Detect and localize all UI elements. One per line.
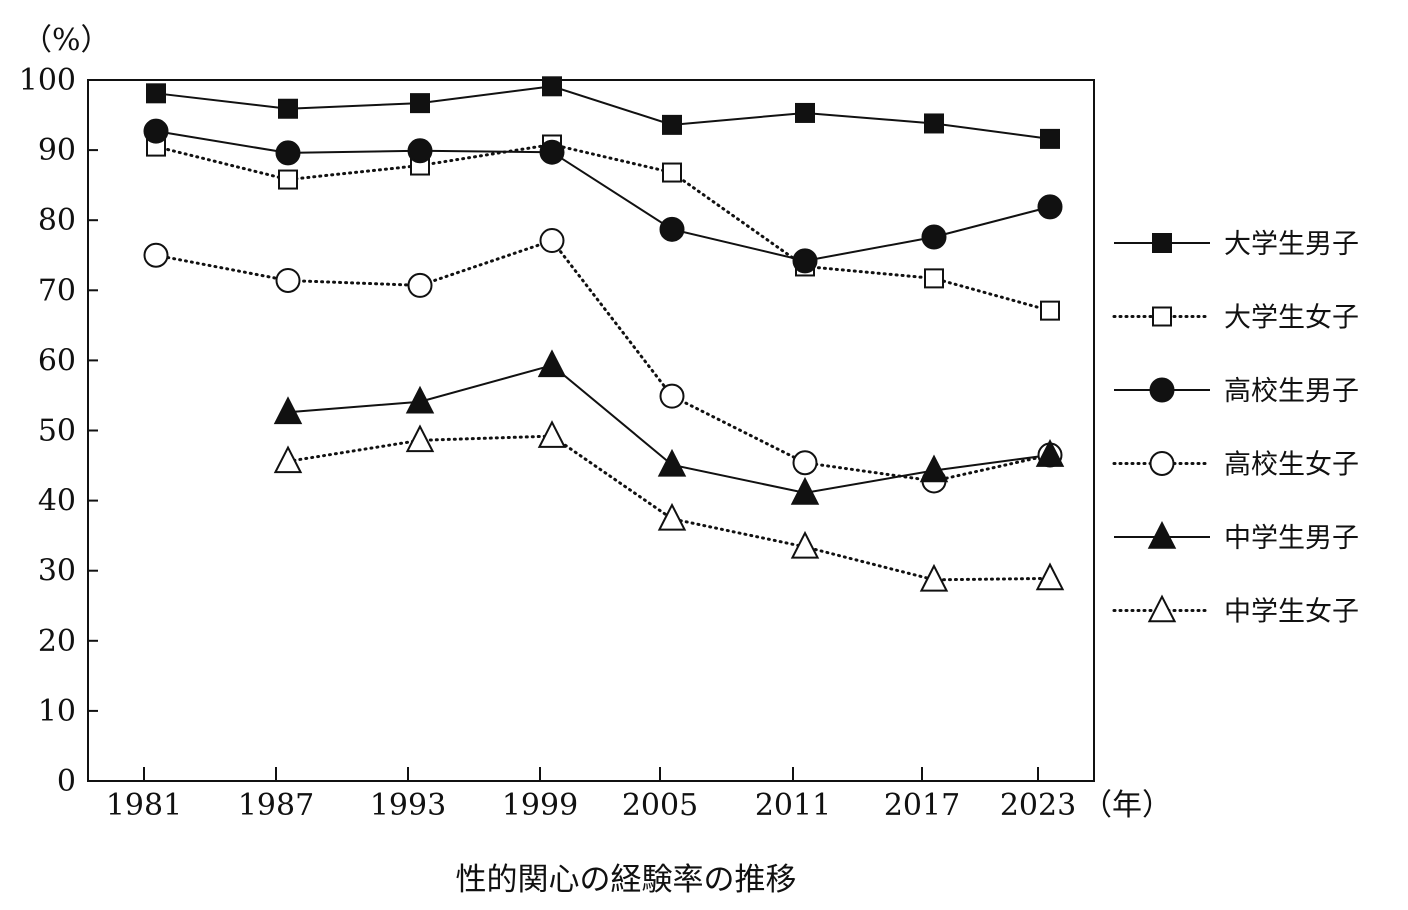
series-2-point: [662, 162, 682, 183]
chart-title: 性的関心の経験率の推移: [456, 862, 797, 898]
series-1-point: [542, 76, 562, 97]
series-6-point: [1035, 562, 1065, 591]
x-tick-label: 1987: [238, 788, 314, 823]
series-1-point: [1040, 128, 1060, 149]
plot-frame: [87, 79, 1095, 782]
x-tick-label: 2005: [622, 788, 698, 823]
legend-marker: [1152, 233, 1172, 253]
series-4-line: [154, 238, 1052, 483]
series-3-line: [155, 130, 1051, 262]
legend-label: 高校生男子: [1224, 376, 1359, 407]
series-1-point: [924, 113, 944, 134]
x-axis-unit-label: （年）: [1082, 788, 1172, 823]
legend-marker: [1149, 377, 1175, 403]
x-tick-label: 1981: [106, 788, 182, 823]
series-1-point: [410, 93, 430, 114]
legend-marker: [1147, 521, 1177, 549]
y-tick-label: 80: [38, 203, 76, 238]
series-2-line: [154, 142, 1052, 313]
y-tick-label: 90: [38, 133, 76, 168]
series-3-point: [407, 138, 433, 164]
series-2-point: [1040, 300, 1060, 321]
legend-label: 高校生女子: [1224, 450, 1359, 481]
y-tick-label: 30: [38, 554, 76, 589]
series-3-point: [659, 216, 685, 242]
x-tick-label: 2017: [884, 788, 960, 823]
y-axis-unit-label: （%）: [22, 23, 111, 58]
y-tick-label: 0: [57, 764, 76, 799]
chart-series-markers: [143, 76, 1065, 592]
y-tick-label: 20: [38, 624, 76, 659]
y-tick-label: 100: [19, 63, 76, 98]
series-4-point: [275, 267, 301, 293]
x-tick-label: 2011: [755, 788, 831, 823]
y-tick-label: 40: [38, 484, 76, 519]
series-4-point: [407, 272, 433, 298]
series-1-point: [662, 114, 682, 135]
x-tick-label: 1993: [370, 788, 446, 823]
series-1-point: [278, 98, 298, 119]
series-6-point: [919, 563, 949, 592]
legend-label: 中学生男子: [1224, 523, 1359, 554]
series-5-point: [790, 476, 820, 505]
series-3-point: [792, 248, 818, 274]
series-6-point: [405, 424, 435, 453]
legend-marker: [1149, 451, 1175, 476]
series-2-point: [924, 268, 944, 289]
legend-marker: [1147, 594, 1177, 623]
series-5-point: [657, 448, 687, 477]
legend-label: 大学生女子: [1224, 303, 1359, 334]
series-4-point: [659, 383, 685, 409]
series-5-point: [1035, 439, 1065, 467]
series-5-point: [537, 349, 567, 378]
y-tick-label: 10: [38, 694, 76, 729]
y-tick-label: 60: [38, 343, 76, 378]
series-3-point: [539, 139, 565, 165]
series-1-point: [146, 83, 166, 104]
series-3-point: [143, 118, 169, 144]
series-6-point: [537, 420, 567, 448]
legend-label: 中学生女子: [1224, 597, 1359, 628]
legend-label: 大学生男子: [1224, 229, 1359, 260]
series-2-point: [278, 169, 298, 190]
x-tick-label: 1999: [502, 788, 578, 823]
series-3-point: [1037, 194, 1063, 220]
series-4-point: [143, 242, 169, 268]
chart-axes: 0 10 20 30 40 50 60 70 80 90 100 1981 1987 1993 1999 20…: [19, 63, 1095, 823]
series-6-point: [657, 502, 687, 531]
series-6-point: [790, 530, 820, 559]
series-5-point: [919, 454, 949, 483]
series-3-point: [275, 140, 301, 166]
x-tick-label: 2023: [1000, 788, 1076, 823]
series-1-line: [155, 85, 1051, 140]
series-4-point: [792, 450, 818, 476]
series-4-point: [539, 228, 565, 254]
series-1-point: [795, 102, 815, 123]
y-tick-label: 50: [38, 414, 76, 449]
legend-marker: [1152, 306, 1172, 327]
series-5-point: [273, 396, 303, 425]
y-tick-label: 70: [38, 273, 76, 308]
series-5-point: [405, 385, 435, 414]
series-6-point: [273, 445, 303, 474]
series-3-point: [921, 224, 947, 250]
